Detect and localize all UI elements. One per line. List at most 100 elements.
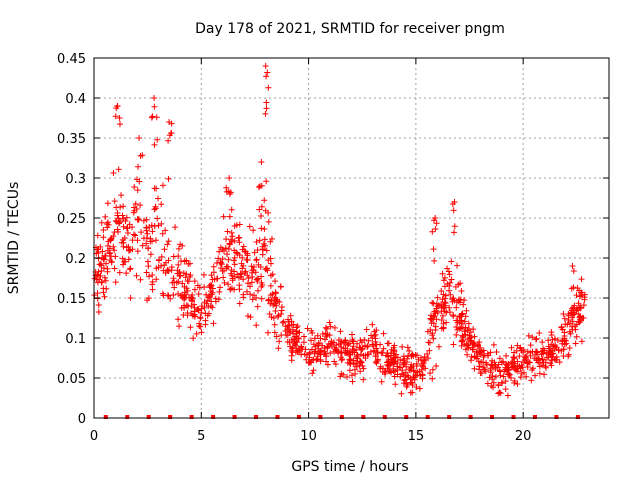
data-point [413, 384, 420, 391]
data-point [541, 371, 548, 378]
data-point [570, 311, 577, 318]
data-point [162, 227, 169, 234]
data-point [272, 294, 279, 301]
data-point [406, 347, 413, 354]
data-point [258, 203, 265, 210]
data-point [527, 342, 534, 349]
data-point [210, 269, 217, 276]
data-point [179, 242, 186, 249]
data-point [155, 195, 162, 202]
data-point [447, 279, 454, 286]
data-point [248, 279, 255, 286]
data-point [137, 202, 144, 209]
data-point [495, 390, 502, 397]
data-point [473, 349, 480, 356]
data-point [532, 351, 539, 358]
data-point [191, 313, 198, 320]
data-point [490, 341, 497, 348]
data-point [327, 341, 334, 348]
data-point [435, 343, 442, 350]
data-point [491, 359, 498, 366]
data-point [426, 339, 433, 346]
data-point [154, 136, 161, 143]
data-point [340, 345, 347, 352]
zero-marker [554, 415, 559, 419]
data-point [553, 356, 560, 363]
data-point [471, 333, 478, 340]
data-point [179, 280, 186, 287]
data-point [433, 220, 440, 227]
data-point [247, 313, 254, 320]
zero-marker [125, 415, 130, 419]
data-point [195, 290, 202, 297]
data-point [137, 152, 144, 159]
data-point [372, 358, 379, 365]
data-point [441, 274, 448, 281]
data-point [283, 331, 290, 338]
data-point [197, 323, 204, 330]
data-point [565, 311, 572, 318]
data-point [456, 313, 463, 320]
data-point [170, 291, 177, 298]
data-point [225, 188, 232, 195]
data-point [438, 287, 445, 294]
data-point [561, 315, 568, 322]
data-point [359, 362, 366, 369]
data-point [394, 371, 401, 378]
data-point [425, 355, 432, 362]
data-point [241, 269, 248, 276]
data-point [220, 274, 227, 281]
data-point [554, 337, 561, 344]
data-point [253, 257, 260, 264]
data-point [454, 262, 461, 269]
data-point [445, 268, 452, 275]
data-point [140, 235, 147, 242]
data-point [451, 229, 458, 236]
data-point [151, 223, 158, 230]
data-point [342, 349, 349, 356]
data-point [453, 304, 460, 311]
data-point [240, 294, 247, 301]
zero-marker [296, 415, 301, 419]
data-point [125, 243, 132, 250]
zero-marker [382, 415, 387, 419]
zero-marker [146, 415, 151, 419]
data-point [111, 198, 118, 205]
data-point [392, 381, 399, 388]
data-point [560, 346, 567, 353]
data-point [100, 234, 107, 241]
data-point [126, 266, 133, 273]
data-point [459, 337, 466, 344]
data-point [439, 270, 446, 277]
data-point [136, 135, 143, 141]
data-point [518, 370, 525, 377]
data-point [563, 340, 570, 347]
data-point [532, 336, 539, 343]
data-point [219, 256, 226, 263]
data-point [103, 260, 110, 267]
y-tick-label: 0.25 [57, 212, 86, 227]
data-point [555, 347, 562, 354]
data-point [213, 275, 220, 282]
data-point [429, 228, 436, 235]
data-point [520, 349, 527, 356]
data-point [123, 214, 130, 221]
data-point [304, 325, 311, 332]
data-point [398, 390, 405, 397]
data-point [379, 349, 386, 356]
data-point [575, 300, 582, 307]
data-point [116, 114, 123, 121]
data-point [573, 333, 580, 340]
data-point [505, 360, 512, 367]
data-point [231, 273, 238, 280]
data-point [450, 207, 457, 214]
data-point [231, 268, 238, 275]
data-point [492, 373, 499, 380]
data-point [226, 175, 233, 181]
data-point [175, 261, 182, 268]
data-point [276, 338, 283, 345]
data-point [112, 113, 119, 120]
data-point [134, 237, 141, 244]
data-point [410, 367, 417, 374]
data-point [112, 279, 119, 286]
